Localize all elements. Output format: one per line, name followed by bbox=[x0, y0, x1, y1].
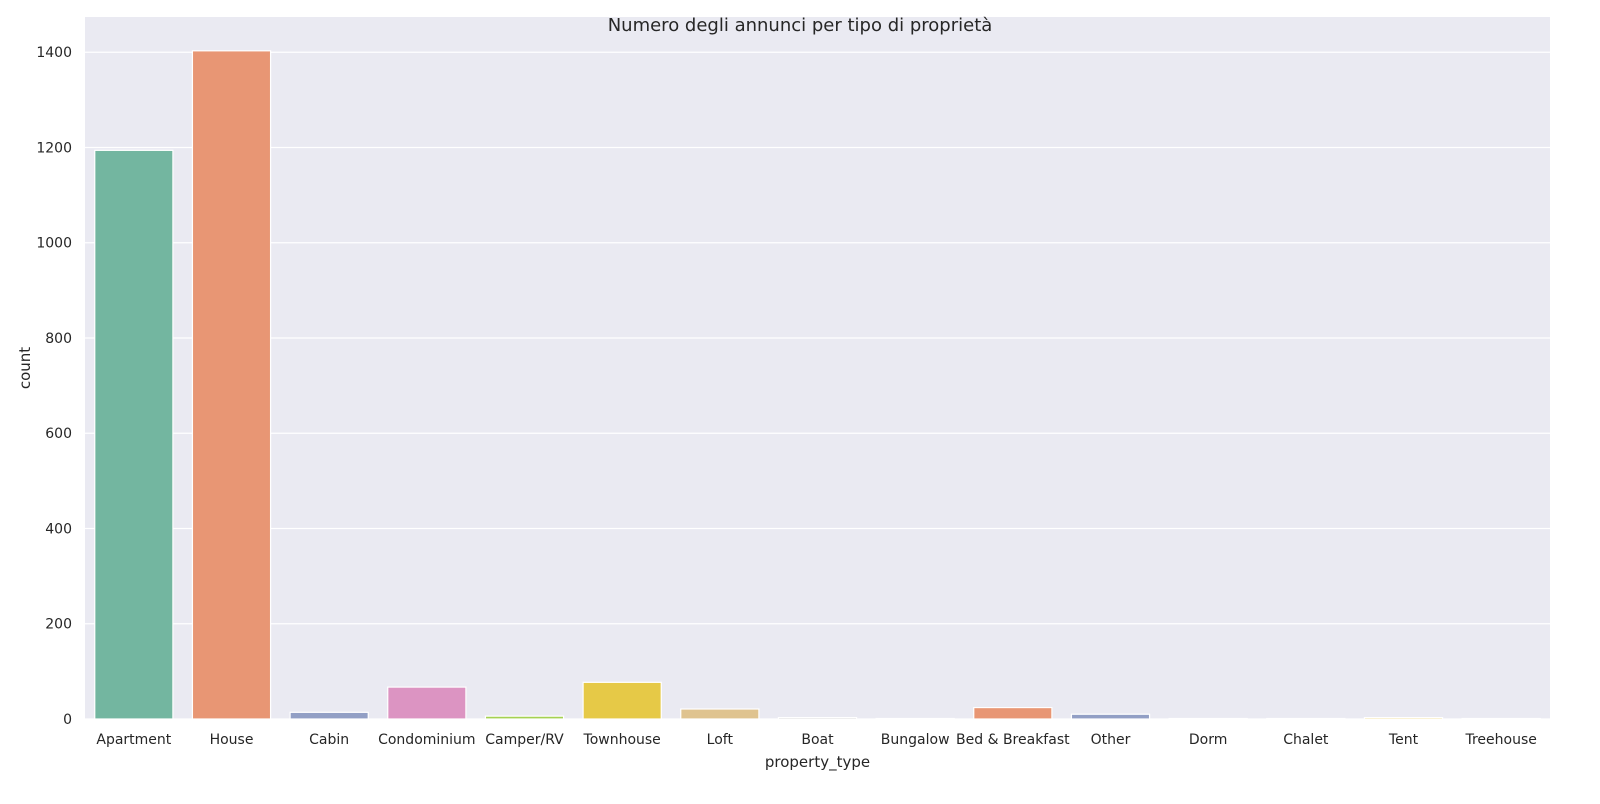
x-tick-label: Condominium bbox=[378, 732, 475, 748]
y-tick-label: 800 bbox=[45, 331, 72, 347]
x-tick-label: Loft bbox=[707, 732, 734, 748]
x-tick-label: Other bbox=[1091, 732, 1131, 748]
x-tick-label: Dorm bbox=[1189, 732, 1228, 748]
bar-tent bbox=[1364, 718, 1442, 719]
bar-house bbox=[192, 51, 270, 719]
x-tick-label: Apartment bbox=[96, 732, 171, 748]
plot-background bbox=[85, 17, 1550, 719]
x-tick-label: Boat bbox=[801, 732, 834, 748]
bar-cabin bbox=[290, 712, 368, 719]
y-tick-label: 400 bbox=[45, 521, 72, 537]
x-tick-label: Treehouse bbox=[1464, 732, 1536, 748]
x-tick-label: Camper/RV bbox=[485, 732, 564, 748]
x-tick-label: House bbox=[210, 732, 254, 748]
y-tick-label: 1400 bbox=[36, 45, 72, 61]
bar-bed-breakfast bbox=[974, 708, 1052, 719]
x-tick-label: Chalet bbox=[1283, 732, 1329, 748]
x-tick-label: Bungalow bbox=[881, 732, 950, 748]
x-tick-label: Tent bbox=[1388, 732, 1419, 748]
bar-boat bbox=[778, 718, 856, 719]
x-tick-label: Cabin bbox=[309, 732, 349, 748]
bar-condominium bbox=[388, 687, 466, 719]
x-tick-label: Bed & Breakfast bbox=[956, 732, 1070, 748]
y-tick-label: 1200 bbox=[36, 140, 72, 156]
y-tick-label: 200 bbox=[45, 617, 72, 633]
bar-other bbox=[1071, 714, 1149, 719]
bar-camper-rv bbox=[485, 716, 563, 719]
bar-loft bbox=[681, 709, 759, 719]
y-tick-labels: 0 200 400 600 800 1000 1200 1400 bbox=[36, 45, 72, 728]
x-tick-labels: Apartment House Cabin Condominium Camper/RV T… bbox=[96, 732, 1536, 748]
y-axis-title: count bbox=[16, 347, 34, 389]
x-axis-title: property_type bbox=[765, 753, 870, 772]
x-tick-label: Townhouse bbox=[583, 732, 661, 748]
y-tick-label: 0 bbox=[63, 712, 72, 728]
chart-title: Numero degli annunci per tipo di proprie… bbox=[608, 15, 993, 36]
bar-apartment bbox=[95, 150, 173, 719]
y-tick-label: 1000 bbox=[36, 236, 72, 252]
y-tick-label: 600 bbox=[45, 426, 72, 442]
bar-townhouse bbox=[583, 682, 661, 719]
